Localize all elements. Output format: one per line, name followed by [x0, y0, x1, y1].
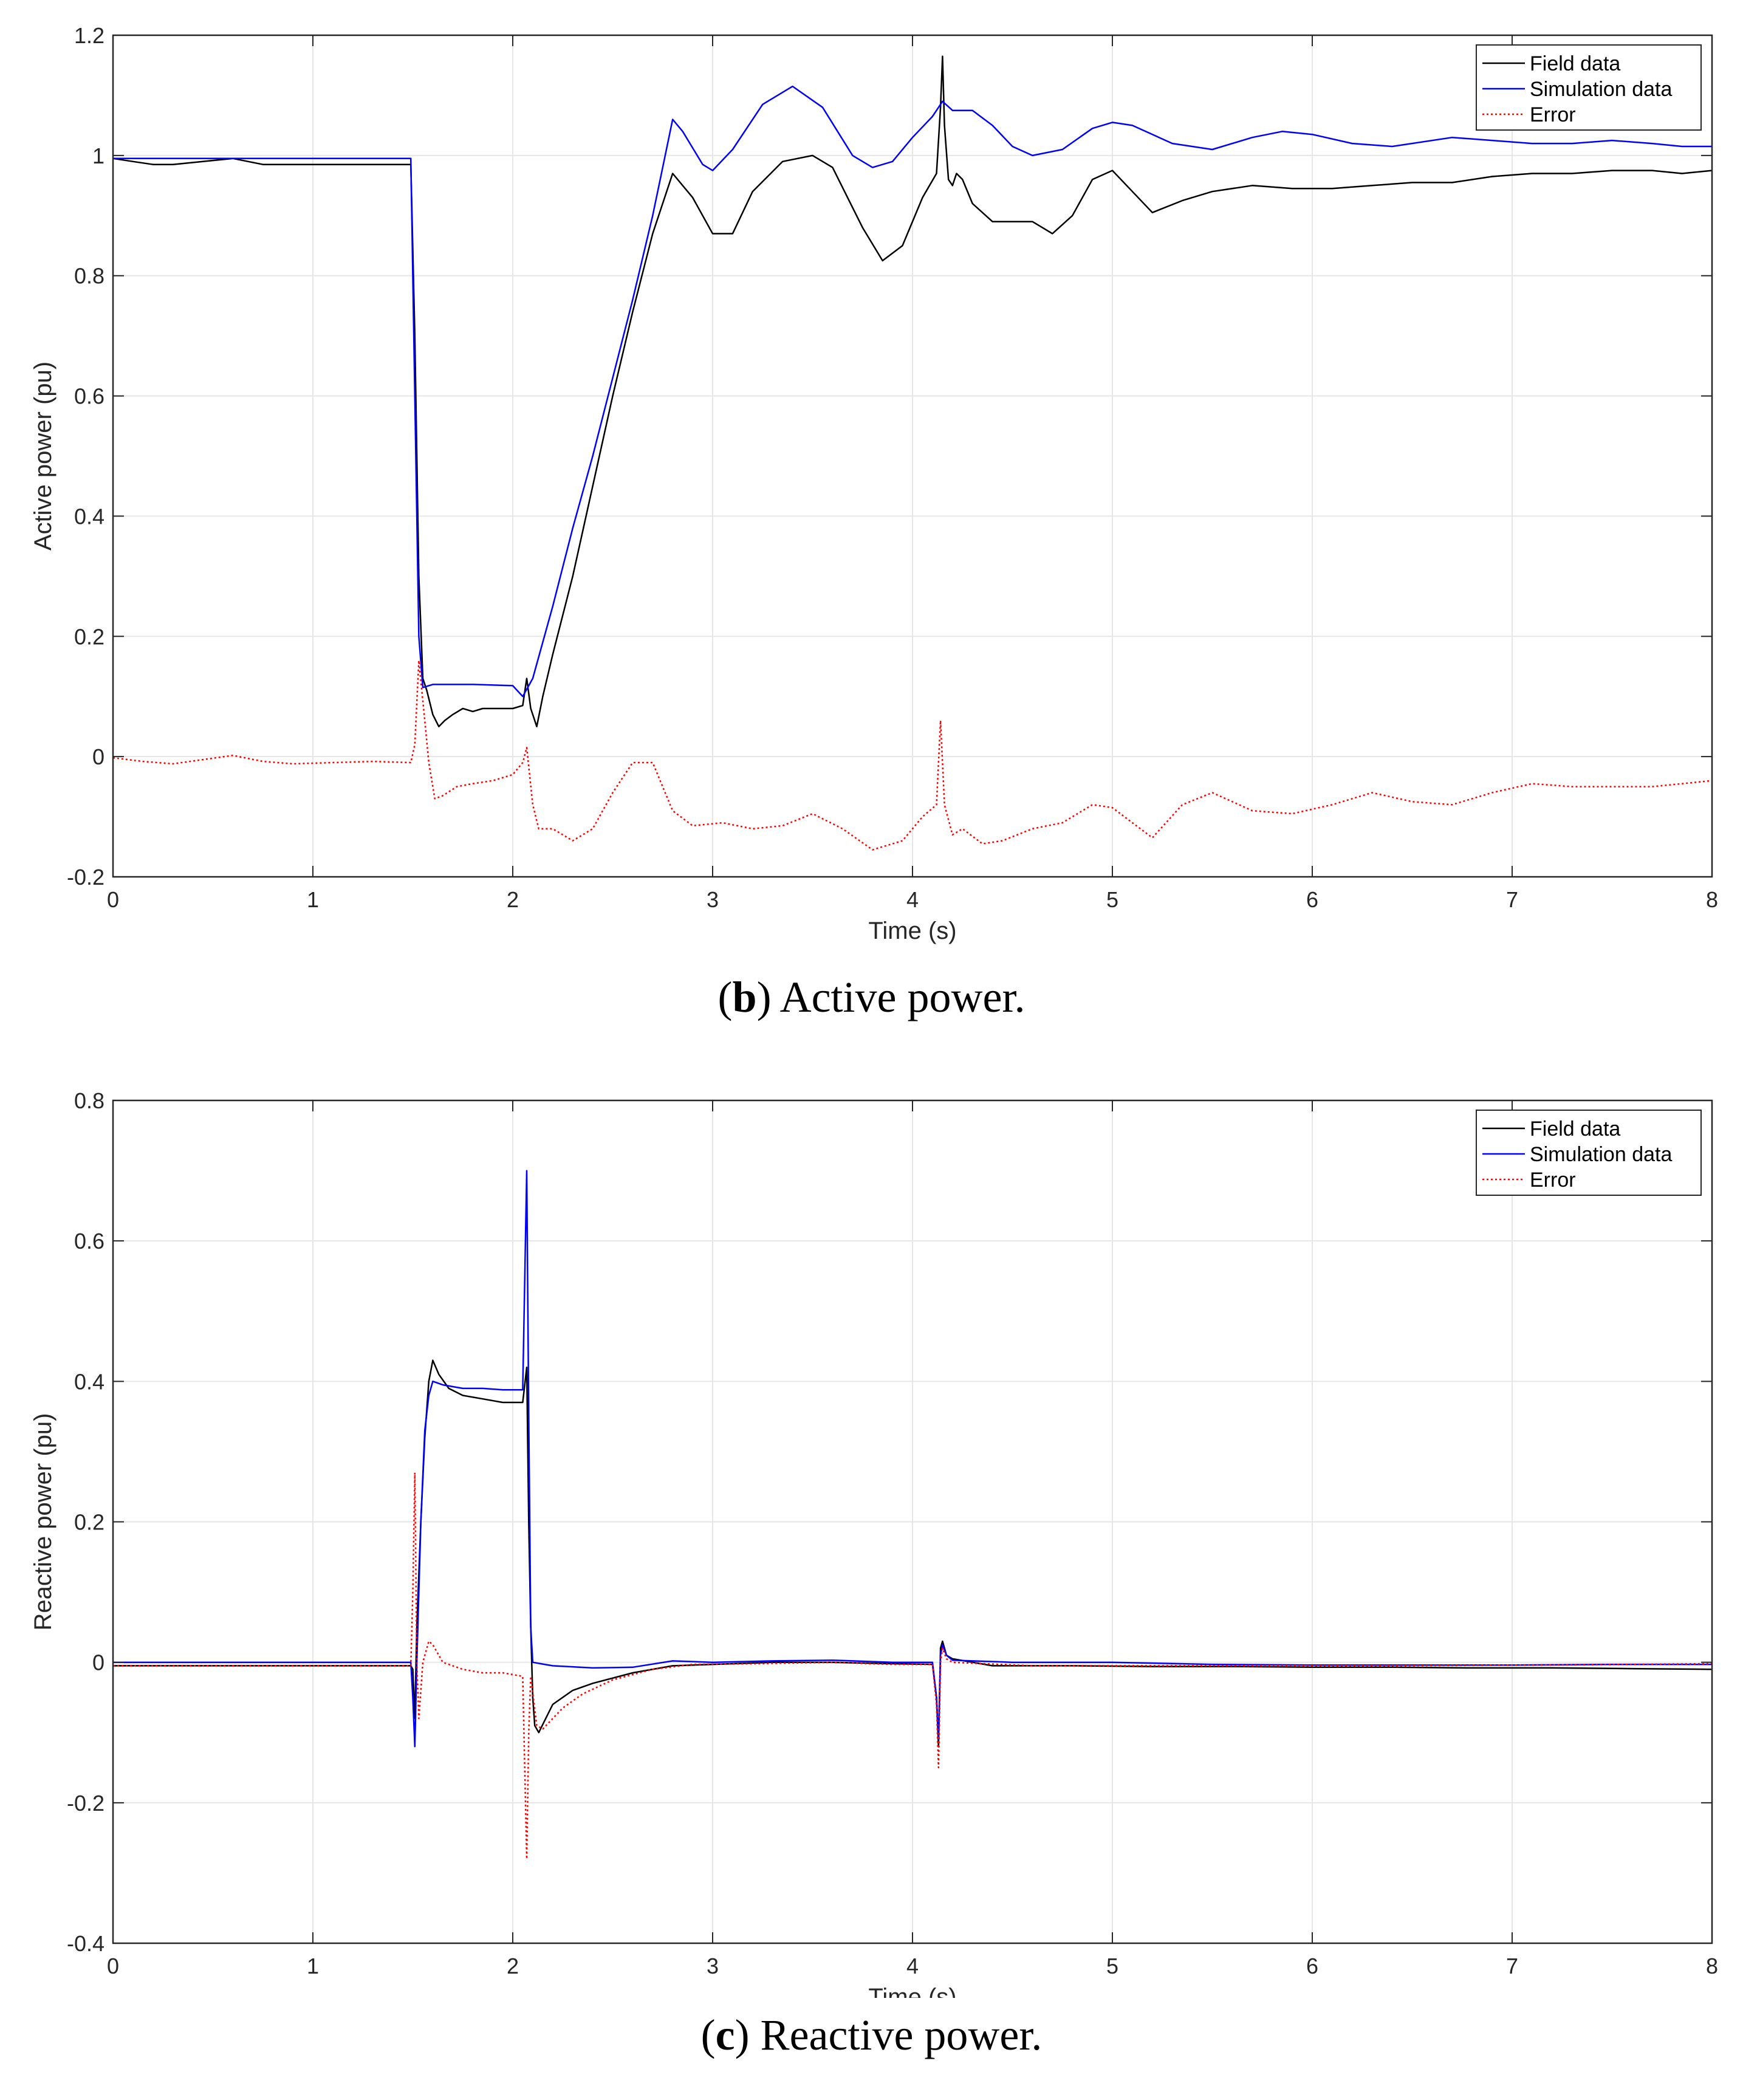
- y-tick-label: 0.8: [74, 1088, 104, 1113]
- series-line-simulation-data: [113, 1170, 1712, 1748]
- caption-letter: b: [732, 973, 757, 1021]
- y-tick-label: 0.4: [74, 1369, 104, 1394]
- x-tick-label: 4: [906, 887, 919, 912]
- active-power-caption: (b) Active power.: [717, 973, 1026, 1021]
- x-tick-label: 4: [906, 1954, 919, 1978]
- reactive-power-chart: 0 1 2 3 4 5 6 7 8 -0.4 -0.2 0 0.2 0.4 0.6 0.8 Time (s) Re…: [30, 1088, 1718, 1998]
- legend-label: Field data: [1530, 1117, 1620, 1141]
- y-axis-label: Reactive power (pu): [30, 1413, 57, 1631]
- legend-box: [1476, 44, 1702, 131]
- x-axis-label: Time (s): [868, 918, 956, 944]
- y-tick-label: 0.2: [74, 624, 104, 649]
- x-tick-label: 2: [507, 1954, 519, 1978]
- legend-label: Simulation data: [1530, 1143, 1672, 1166]
- legend-label: Error: [1530, 1168, 1576, 1192]
- y-tick-label: 0: [92, 1650, 104, 1675]
- x-tick-label: 2: [507, 887, 519, 912]
- y-tick-label: 0: [92, 744, 104, 769]
- x-tick-label: 6: [1306, 1954, 1318, 1978]
- legend-label: Error: [1530, 103, 1576, 126]
- caption-text: Reactive power.: [760, 2011, 1043, 2059]
- caption-letter: c: [715, 2011, 735, 2059]
- caption-text: Active power.: [779, 973, 1026, 1021]
- x-tick-label: 0: [107, 1954, 119, 1978]
- x-tick-label: 5: [1106, 1954, 1118, 1978]
- y-tick-label: 0.6: [74, 384, 104, 409]
- series-line-error: [113, 1472, 1713, 1860]
- y-tick-label: -0.2: [67, 865, 104, 890]
- series-line-error: [112, 659, 1713, 851]
- active-power-figure: 0 1 2 3 4 5 6 7 8 -0.2 0 0.2 0.4 0.6 0.8 1 1.2 Time (s) Ac…: [30, 23, 1718, 1021]
- y-tick-label: 1: [92, 143, 104, 168]
- y-axis-label: Active power (pu): [30, 362, 57, 551]
- x-tick-label: 1: [307, 887, 319, 912]
- x-tick-label: 8: [1706, 1954, 1718, 1978]
- y-tick-label: 0.6: [74, 1229, 104, 1254]
- x-tick-label: 8: [1706, 887, 1718, 912]
- series-line-field-data: [112, 55, 1713, 727]
- reactive-power-caption: (c) Reactive power.: [700, 2011, 1043, 2059]
- x-tick-label: 7: [1506, 1954, 1518, 1978]
- x-tick-label: 7: [1506, 887, 1518, 912]
- x-tick-label: 0: [107, 887, 119, 912]
- series-line-simulation-data: [113, 85, 1712, 698]
- series-group: [112, 55, 1713, 851]
- y-tick-label: 0.8: [74, 264, 104, 289]
- x-tick-label: 3: [707, 1954, 719, 1978]
- x-tick-label: 3: [707, 887, 719, 912]
- x-axis-label: Time (s): [868, 1984, 956, 1998]
- series-group: [113, 1170, 1713, 1860]
- y-tick-label: 0.4: [74, 504, 104, 529]
- y-tick-label: 1.2: [74, 23, 104, 48]
- y-tick-label: 0.2: [74, 1510, 104, 1535]
- legend-label: Simulation data: [1530, 78, 1672, 101]
- x-tick-label: 1: [307, 1954, 319, 1978]
- y-tick-label: -0.4: [67, 1931, 104, 1956]
- x-tick-label: 5: [1106, 887, 1118, 912]
- y-tick-label: -0.2: [67, 1791, 104, 1816]
- x-tick-label: 6: [1306, 887, 1318, 912]
- legend-box: [1476, 1110, 1702, 1196]
- legend-label: Field data: [1530, 52, 1620, 75]
- reactive-power-figure: 0 1 2 3 4 5 6 7 8 -0.4 -0.2 0 0.2 0.4 0.6 0.8 Time (s) Re…: [0, 1050, 1743, 2100]
